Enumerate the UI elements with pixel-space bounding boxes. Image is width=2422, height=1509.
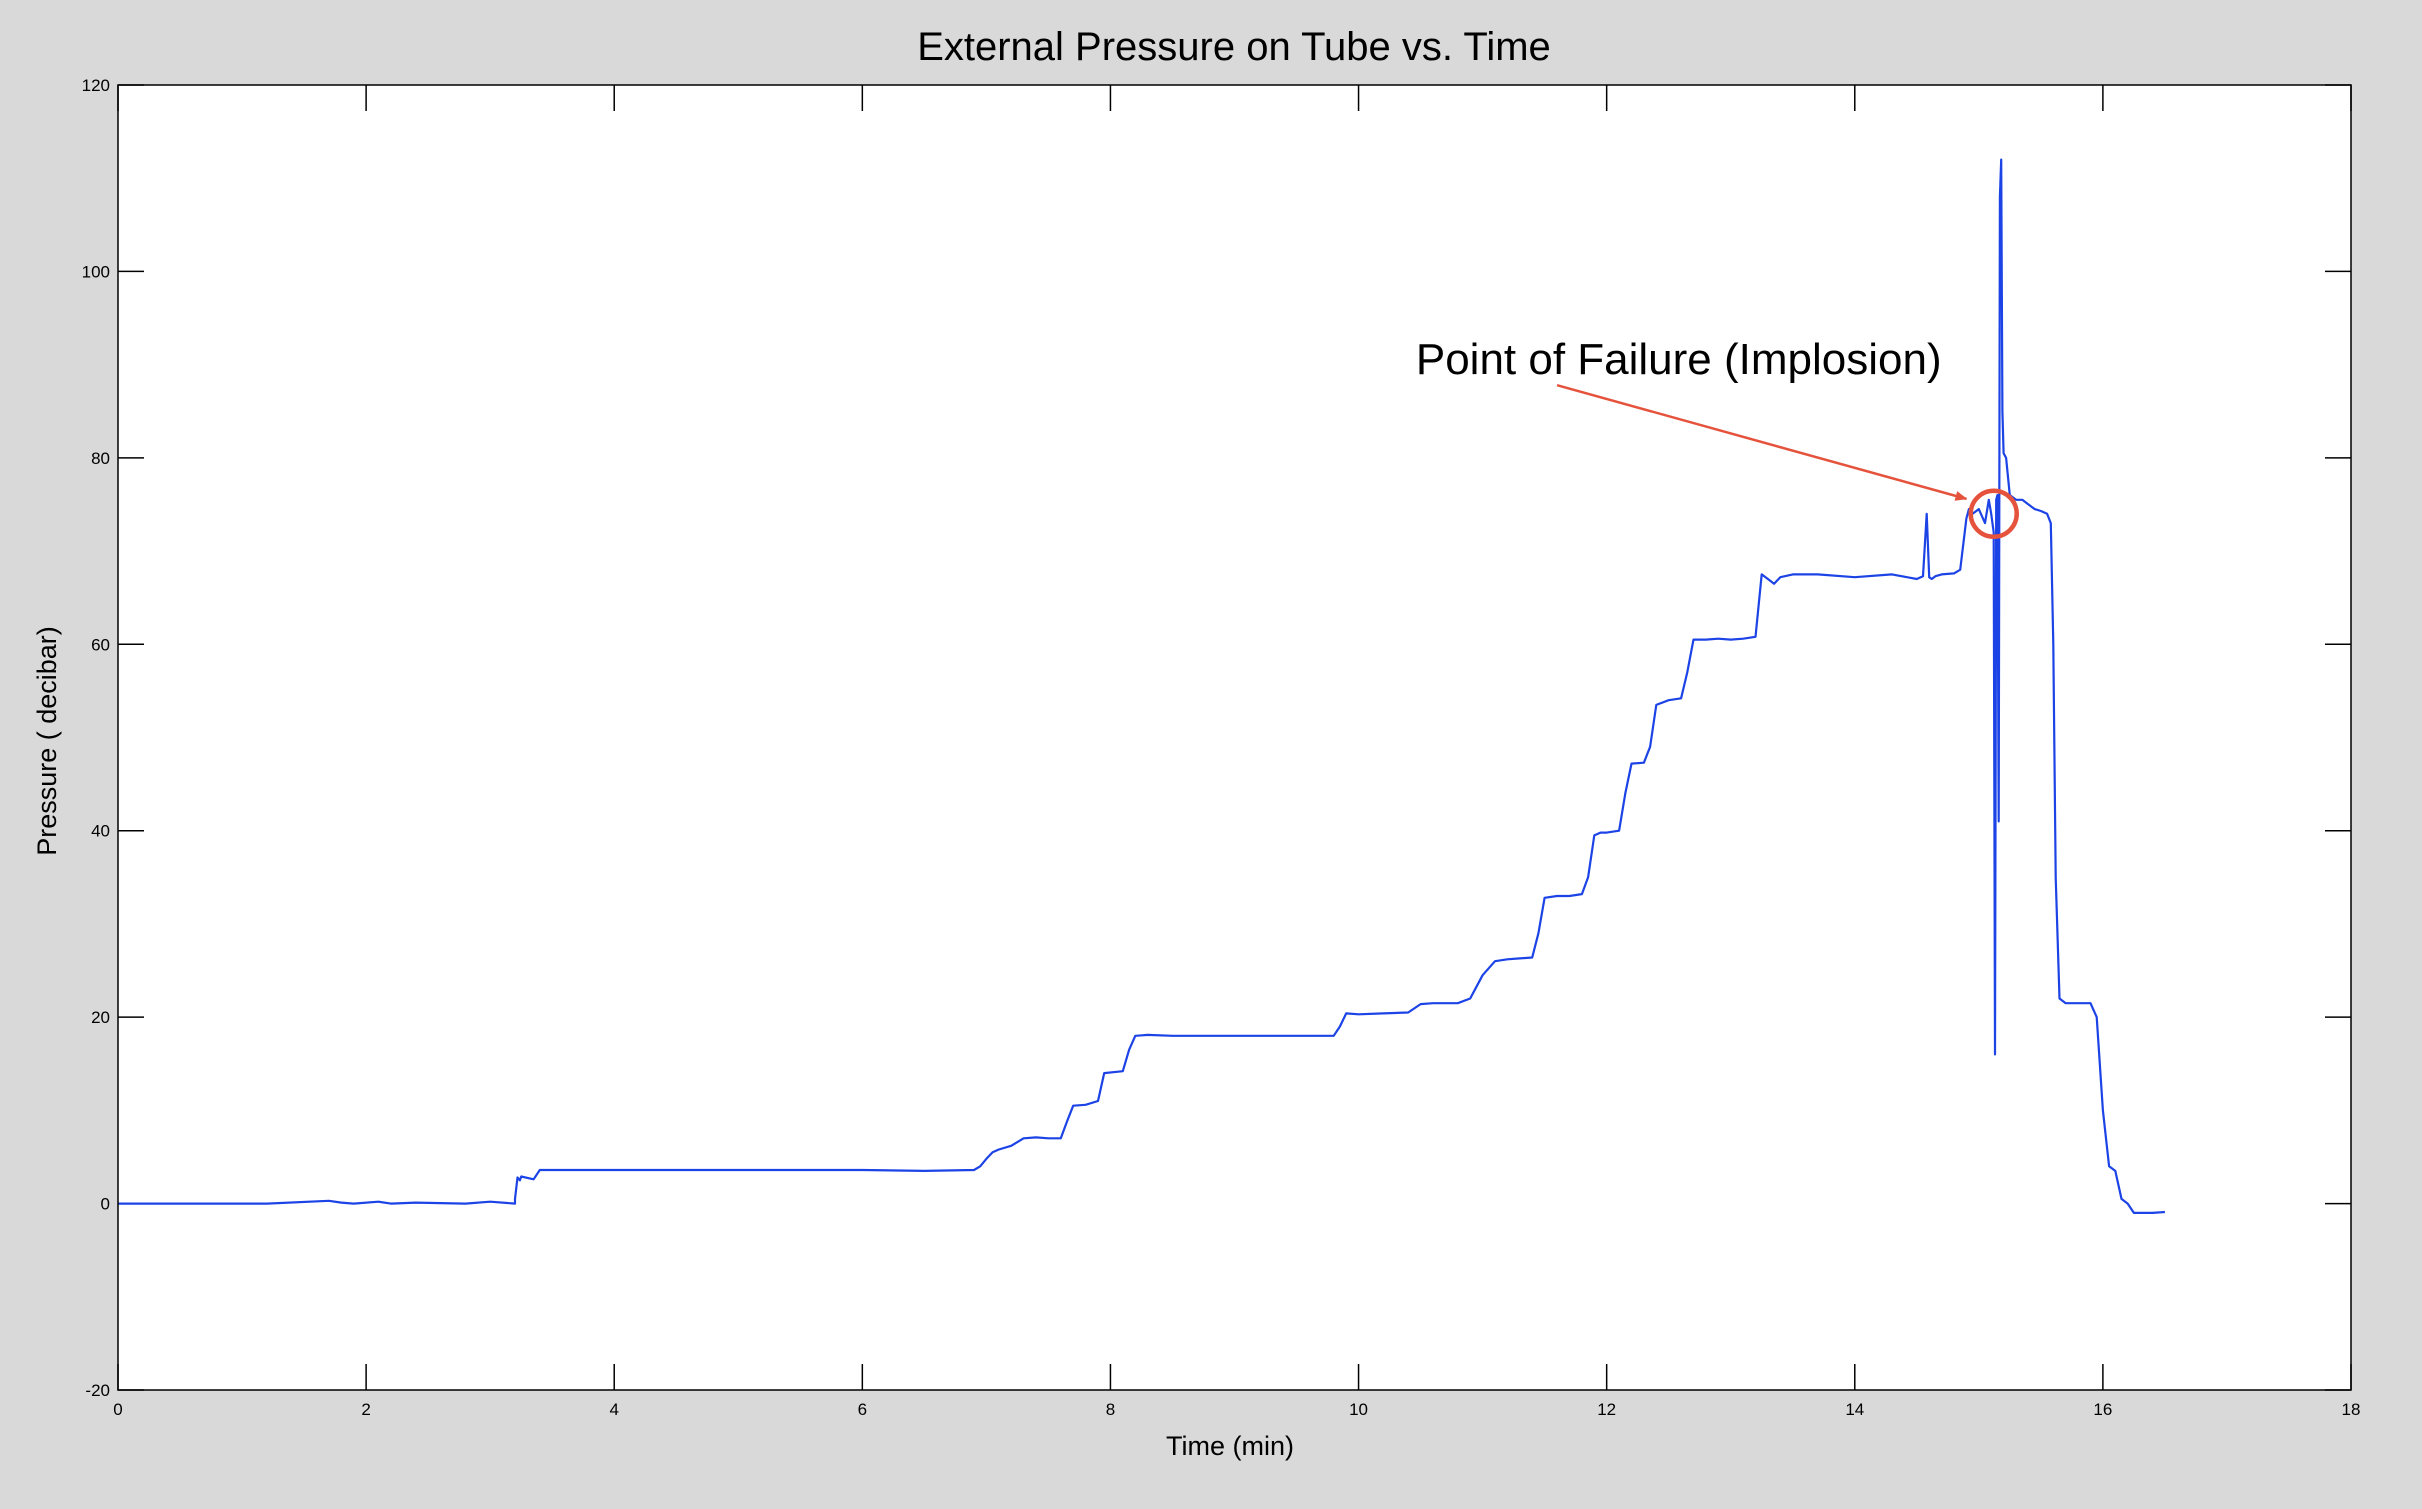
failure-point-circle [1968,488,2019,540]
annotation-text: Point of Failure (Implosion) [1416,335,1942,384]
data-layer [118,158,2165,1215]
y-tick-label: 60 [91,635,110,654]
x-tick-label: 0 [113,1400,122,1419]
x-tick-label: 4 [609,1400,618,1419]
annotation-arrow [1556,383,1968,501]
y-tick-label: -20 [85,1381,110,1400]
x-tick-label: 8 [1106,1400,1115,1419]
y-tick-label: 40 [91,822,110,841]
x-tick-label: 12 [1597,1400,1616,1419]
series-line-0 [118,158,2165,1215]
y-tick-label: 0 [101,1195,110,1214]
plot-area [118,85,2351,1390]
x-tick-label: 2 [361,1400,370,1419]
x-tick-label: 18 [2342,1400,2361,1419]
x-tick-label: 6 [858,1400,867,1419]
x-tick-label: 14 [1845,1400,1864,1419]
x-tick-label: 16 [2093,1400,2112,1419]
annotation-layer: Point of Failure (Implosion) [1416,335,2019,540]
axes-frame [117,84,2352,1391]
y-axis-label: Pressure ( decibar) [32,626,62,856]
chart-title: External Pressure on Tube vs. Time [917,25,1551,69]
y-tick-label: 100 [82,262,110,281]
x-tick-label: 10 [1349,1400,1368,1419]
y-tick-label: 80 [91,449,110,468]
x-axis-label: Time (min) [1166,1431,1294,1461]
y-tick-label: 20 [91,1008,110,1027]
y-tick-label: 120 [82,76,110,95]
